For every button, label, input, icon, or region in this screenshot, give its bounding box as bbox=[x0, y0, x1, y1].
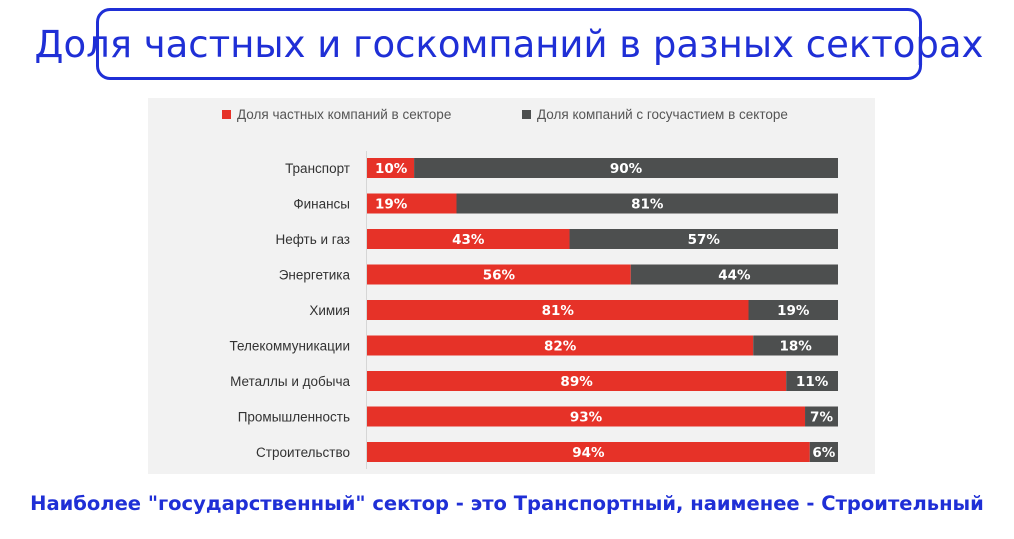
data-label-private: 19% bbox=[375, 197, 408, 213]
caption: Наиболее "государственный" сектор - это … bbox=[30, 492, 984, 515]
data-label-private: 93% bbox=[570, 410, 603, 426]
legend-swatch-state bbox=[522, 110, 531, 119]
category-label: Металлы и добыча bbox=[230, 374, 350, 389]
title-box: Доля частных и госкомпаний в разных сект… bbox=[35, 8, 983, 80]
bar-state bbox=[630, 264, 838, 285]
bar-state bbox=[456, 193, 838, 214]
bar-state bbox=[786, 371, 838, 391]
data-label-private: 10% bbox=[375, 161, 408, 177]
data-label-state: 7% bbox=[810, 410, 833, 426]
stacked-bar-chart: Доля частных компаний в секторе Доля комп… bbox=[222, 107, 838, 469]
page-title: Доля частных и госкомпаний в разных сект… bbox=[34, 22, 984, 66]
category-label: Строительство bbox=[256, 445, 350, 460]
bar-state bbox=[753, 335, 838, 356]
data-label-state: 90% bbox=[610, 161, 643, 177]
data-label-state: 6% bbox=[812, 445, 835, 461]
data-label-state: 57% bbox=[688, 232, 721, 248]
bar-private bbox=[367, 193, 457, 214]
bar-private bbox=[367, 300, 749, 320]
category-label: Нефть и газ bbox=[275, 232, 350, 247]
data-label-state: 19% bbox=[777, 303, 810, 319]
data-label-private: 81% bbox=[542, 303, 575, 319]
data-label-private: 56% bbox=[483, 268, 516, 284]
data-label-private: 43% bbox=[452, 232, 485, 248]
category-label: Промышленность bbox=[238, 410, 350, 425]
data-label-state: 81% bbox=[631, 197, 664, 213]
bar-private bbox=[367, 335, 754, 356]
bar-state bbox=[414, 158, 838, 178]
data-label-private: 89% bbox=[560, 374, 593, 390]
data-label-state: 18% bbox=[779, 339, 812, 355]
legend-label-private: Доля частных компаний в секторе bbox=[237, 107, 451, 122]
bar-private bbox=[367, 229, 570, 249]
bar-state bbox=[569, 229, 838, 249]
data-label-state: 11% bbox=[796, 374, 829, 390]
chart-panel: Доля частных компаний в секторе Доля комп… bbox=[148, 98, 875, 474]
bar-state bbox=[748, 300, 838, 320]
bar-state bbox=[809, 442, 838, 462]
bar-private bbox=[367, 371, 787, 391]
category-label: Финансы bbox=[293, 197, 350, 212]
legend-label-state: Доля компаний с госучастием в секторе bbox=[537, 107, 788, 122]
bar-private bbox=[367, 158, 415, 178]
legend-swatch-private bbox=[222, 110, 231, 119]
bar-private bbox=[367, 442, 810, 462]
category-label: Телекоммуникации bbox=[230, 339, 351, 354]
data-label-state: 44% bbox=[718, 268, 751, 284]
bar-state bbox=[805, 406, 838, 427]
data-label-private: 82% bbox=[544, 339, 577, 355]
bar-private bbox=[367, 264, 631, 285]
category-label: Транспорт bbox=[285, 161, 350, 176]
data-label-private: 94% bbox=[572, 445, 605, 461]
category-label: Энергетика bbox=[279, 268, 351, 283]
category-label: Химия bbox=[309, 303, 350, 318]
bar-private bbox=[367, 406, 806, 427]
